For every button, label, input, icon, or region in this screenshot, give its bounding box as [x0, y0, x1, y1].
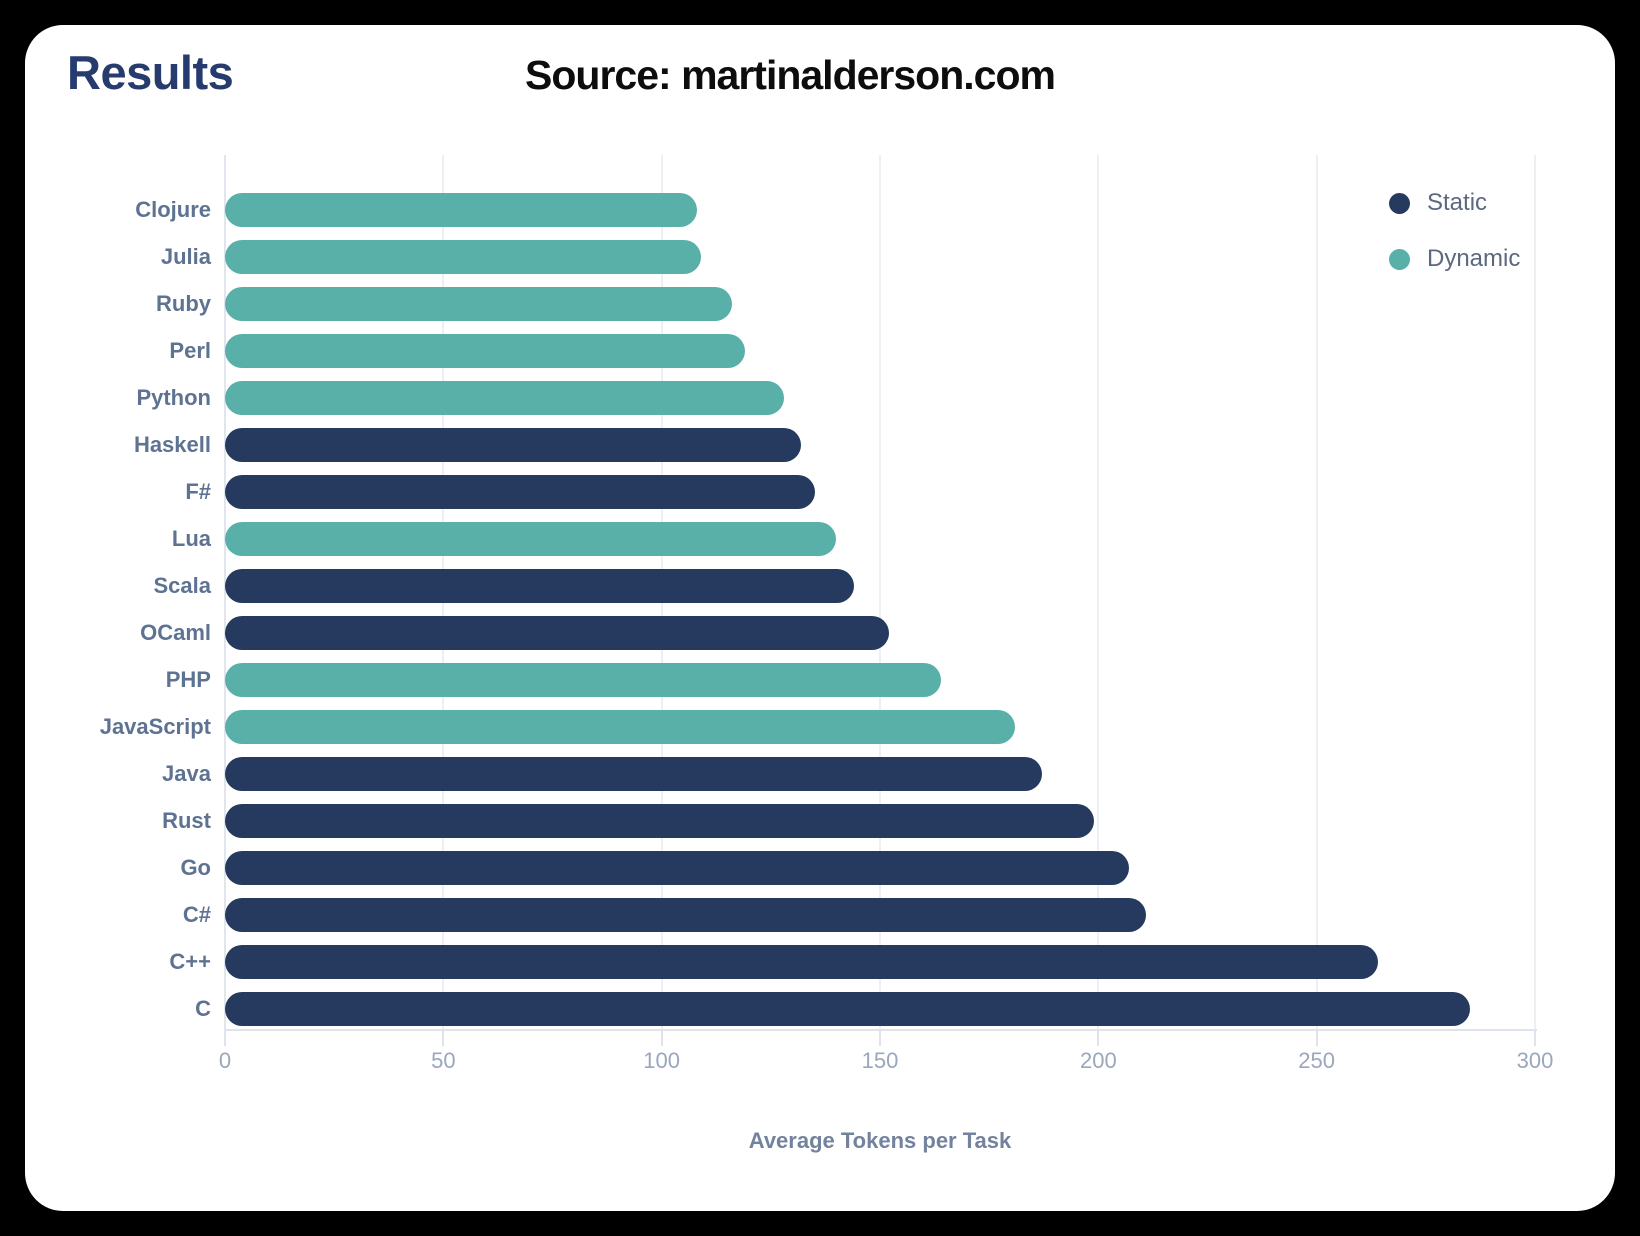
bar-java [225, 756, 1042, 791]
tickmark-250 [1315, 1031, 1318, 1046]
y-label-python: Python [136, 385, 211, 410]
tickmark-100 [660, 1031, 663, 1046]
y-label-java: Java [162, 761, 211, 786]
source-text: Source: martinalderson.com [525, 52, 1056, 98]
gridline-0 [224, 155, 226, 1029]
legend-label-dynamic: Dynamic [1427, 245, 1521, 272]
gridline-150 [879, 155, 881, 1029]
tick-label-300: 300 [1516, 1048, 1554, 1073]
bar-clojure [225, 192, 697, 227]
y-label-javascript: JavaScript [99, 714, 211, 739]
bar-lua [225, 521, 836, 556]
x-axis-line [224, 1029, 1537, 1031]
y-label-clojure: Clojure [135, 197, 211, 222]
y-label-f: F# [185, 479, 211, 504]
y-label-ruby: Ruby [156, 291, 211, 316]
gridline-250 [1315, 155, 1318, 1029]
bar-c [225, 897, 1146, 932]
y-label-c: C# [182, 902, 211, 927]
bar-c [225, 944, 1378, 979]
bar-go [225, 850, 1129, 885]
bar-javascript [225, 709, 1015, 744]
tickmark-200 [1097, 1031, 1100, 1046]
legend-dot-dynamic [1389, 248, 1410, 270]
tick-label-150: 150 [861, 1048, 899, 1073]
bar-python [225, 380, 784, 415]
y-label-perl: Perl [169, 338, 211, 363]
bar-scala [225, 568, 854, 603]
bar-f [225, 474, 815, 509]
slide-card: Results Source: martinalderson.com Cloju… [25, 25, 1615, 1211]
page-title: Results [67, 46, 234, 99]
tick-label-50: 50 [431, 1048, 456, 1073]
y-label-rust: Rust [162, 808, 211, 833]
bar-chart: Clojure Julia Ruby Perl Python Haskell F# Lua Sc… [25, 25, 1615, 1211]
y-label-lua: Lua [171, 526, 211, 551]
tickmark-50 [442, 1031, 445, 1046]
bar-rust [225, 803, 1094, 838]
bar-php [225, 662, 941, 697]
tick-label-250: 250 [1298, 1048, 1336, 1073]
bar-haskell [225, 427, 801, 462]
bar-ocaml [225, 615, 889, 650]
bar-ruby [225, 286, 732, 321]
y-label-ocaml: OCaml [140, 620, 211, 645]
y-label-c: C [195, 996, 211, 1021]
y-label-haskell: Haskell [133, 432, 211, 457]
bar-perl [225, 333, 745, 368]
y-label-go: Go [180, 855, 211, 880]
gridline-300 [1534, 155, 1536, 1029]
y-label-scala: Scala [153, 573, 212, 598]
tickmark-150 [879, 1031, 881, 1046]
bar-c [225, 991, 1470, 1026]
tickmark-0 [224, 1031, 226, 1046]
tick-label-200: 200 [1079, 1048, 1117, 1073]
y-label-php: PHP [165, 667, 211, 692]
y-label-c: C++ [169, 949, 211, 974]
legend-label-static: Static [1427, 189, 1488, 216]
bar-julia [225, 239, 701, 274]
tickmark-300 [1534, 1031, 1536, 1046]
tick-label-100: 100 [643, 1048, 681, 1073]
gridline-200 [1097, 155, 1100, 1029]
x-axis-title: Average Tokens per Task [748, 1128, 1012, 1153]
tick-label-0: 0 [218, 1048, 232, 1073]
legend-dot-static [1389, 192, 1410, 214]
y-label-julia: Julia [160, 244, 211, 269]
